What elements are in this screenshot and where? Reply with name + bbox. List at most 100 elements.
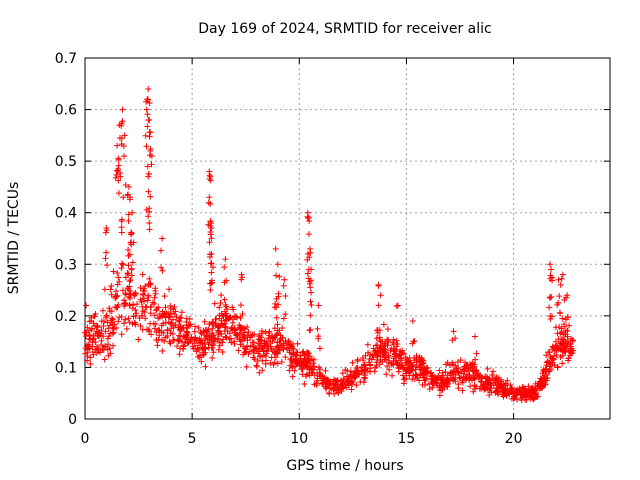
data-point: [177, 323, 184, 330]
data-point: [442, 368, 449, 375]
data-point: [311, 372, 318, 379]
data-point: [209, 319, 216, 326]
data-point: [436, 367, 443, 374]
data-point: [316, 345, 323, 352]
data-point: [520, 389, 527, 396]
data-point: [164, 326, 171, 333]
data-point: [422, 367, 429, 374]
data-point: [176, 332, 183, 339]
data-point: [118, 224, 125, 231]
data-point: [463, 375, 470, 382]
data-point: [455, 381, 462, 388]
data-point: [393, 337, 400, 344]
x-tick-label: 5: [188, 431, 197, 447]
data-point: [104, 262, 111, 269]
data-point: [546, 304, 553, 311]
data-point: [209, 325, 216, 332]
data-point: [100, 322, 107, 329]
data-point: [93, 328, 100, 335]
data-point: [362, 364, 369, 371]
data-point: [174, 336, 181, 343]
data-point: [120, 194, 127, 201]
data-point: [375, 302, 382, 309]
data-point: [274, 261, 281, 268]
data-point: [108, 283, 115, 290]
data-point: [559, 315, 566, 322]
data-point: [489, 375, 496, 382]
data-point: [202, 346, 209, 353]
data-point: [140, 287, 147, 294]
data-point: [125, 183, 132, 190]
data-point: [304, 354, 311, 361]
data-point: [151, 325, 158, 332]
data-point: [561, 323, 568, 330]
data-point: [147, 147, 154, 154]
data-point: [88, 325, 95, 332]
data-point: [562, 316, 569, 323]
data-point: [397, 348, 404, 355]
data-point: [332, 377, 339, 384]
data-point: [191, 323, 198, 330]
data-point: [226, 336, 233, 343]
y-tick-label: 0.3: [55, 257, 77, 273]
data-point: [115, 274, 122, 281]
data-point: [477, 372, 484, 379]
data-point: [307, 298, 314, 305]
data-point: [373, 362, 380, 369]
y-tick-label: 0.2: [55, 309, 77, 325]
data-point: [167, 340, 174, 347]
data-point: [223, 313, 230, 320]
data-point: [286, 347, 293, 354]
data-point: [256, 338, 263, 345]
data-point: [381, 340, 388, 347]
data-point: [485, 376, 492, 383]
data-point: [176, 326, 183, 333]
data-point: [139, 326, 146, 333]
data-point: [168, 320, 175, 327]
data-point: [226, 330, 233, 337]
data-point: [114, 269, 121, 276]
data-point: [361, 361, 368, 368]
data-point: [218, 292, 225, 299]
data-point: [119, 106, 126, 113]
data-point: [554, 344, 561, 351]
data-point: [383, 371, 390, 378]
data-point: [142, 283, 149, 290]
data-point: [373, 352, 380, 359]
data-point: [188, 334, 195, 341]
data-point: [118, 218, 125, 225]
data-point: [147, 281, 154, 288]
data-point: [128, 230, 135, 237]
data-point: [453, 365, 460, 372]
data-point: [128, 229, 135, 236]
data-point: [408, 363, 415, 370]
data-point: [482, 384, 489, 391]
x-tick-label: 20: [505, 431, 523, 447]
data-point: [218, 339, 225, 346]
data-point: [145, 188, 152, 195]
data-point: [257, 352, 264, 359]
data-point: [273, 349, 280, 356]
data-point: [409, 367, 416, 374]
data-point: [268, 354, 275, 361]
data-point: [147, 129, 154, 136]
data-point: [564, 340, 571, 347]
data-point: [209, 318, 216, 325]
data-point: [90, 320, 97, 327]
data-point: [83, 342, 90, 349]
data-point: [323, 384, 330, 391]
data-point: [107, 350, 114, 357]
data-point: [307, 245, 313, 252]
data-point: [106, 305, 113, 312]
data-point: [429, 375, 436, 382]
data-point: [148, 161, 155, 168]
data-point: [86, 318, 93, 325]
data-point: [493, 374, 500, 381]
data-point: [148, 153, 155, 160]
data-point: [238, 271, 245, 278]
data-point: [119, 287, 126, 294]
data-point: [391, 347, 398, 354]
data-point: [203, 327, 210, 334]
data-point: [180, 342, 187, 349]
data-point: [234, 334, 241, 341]
